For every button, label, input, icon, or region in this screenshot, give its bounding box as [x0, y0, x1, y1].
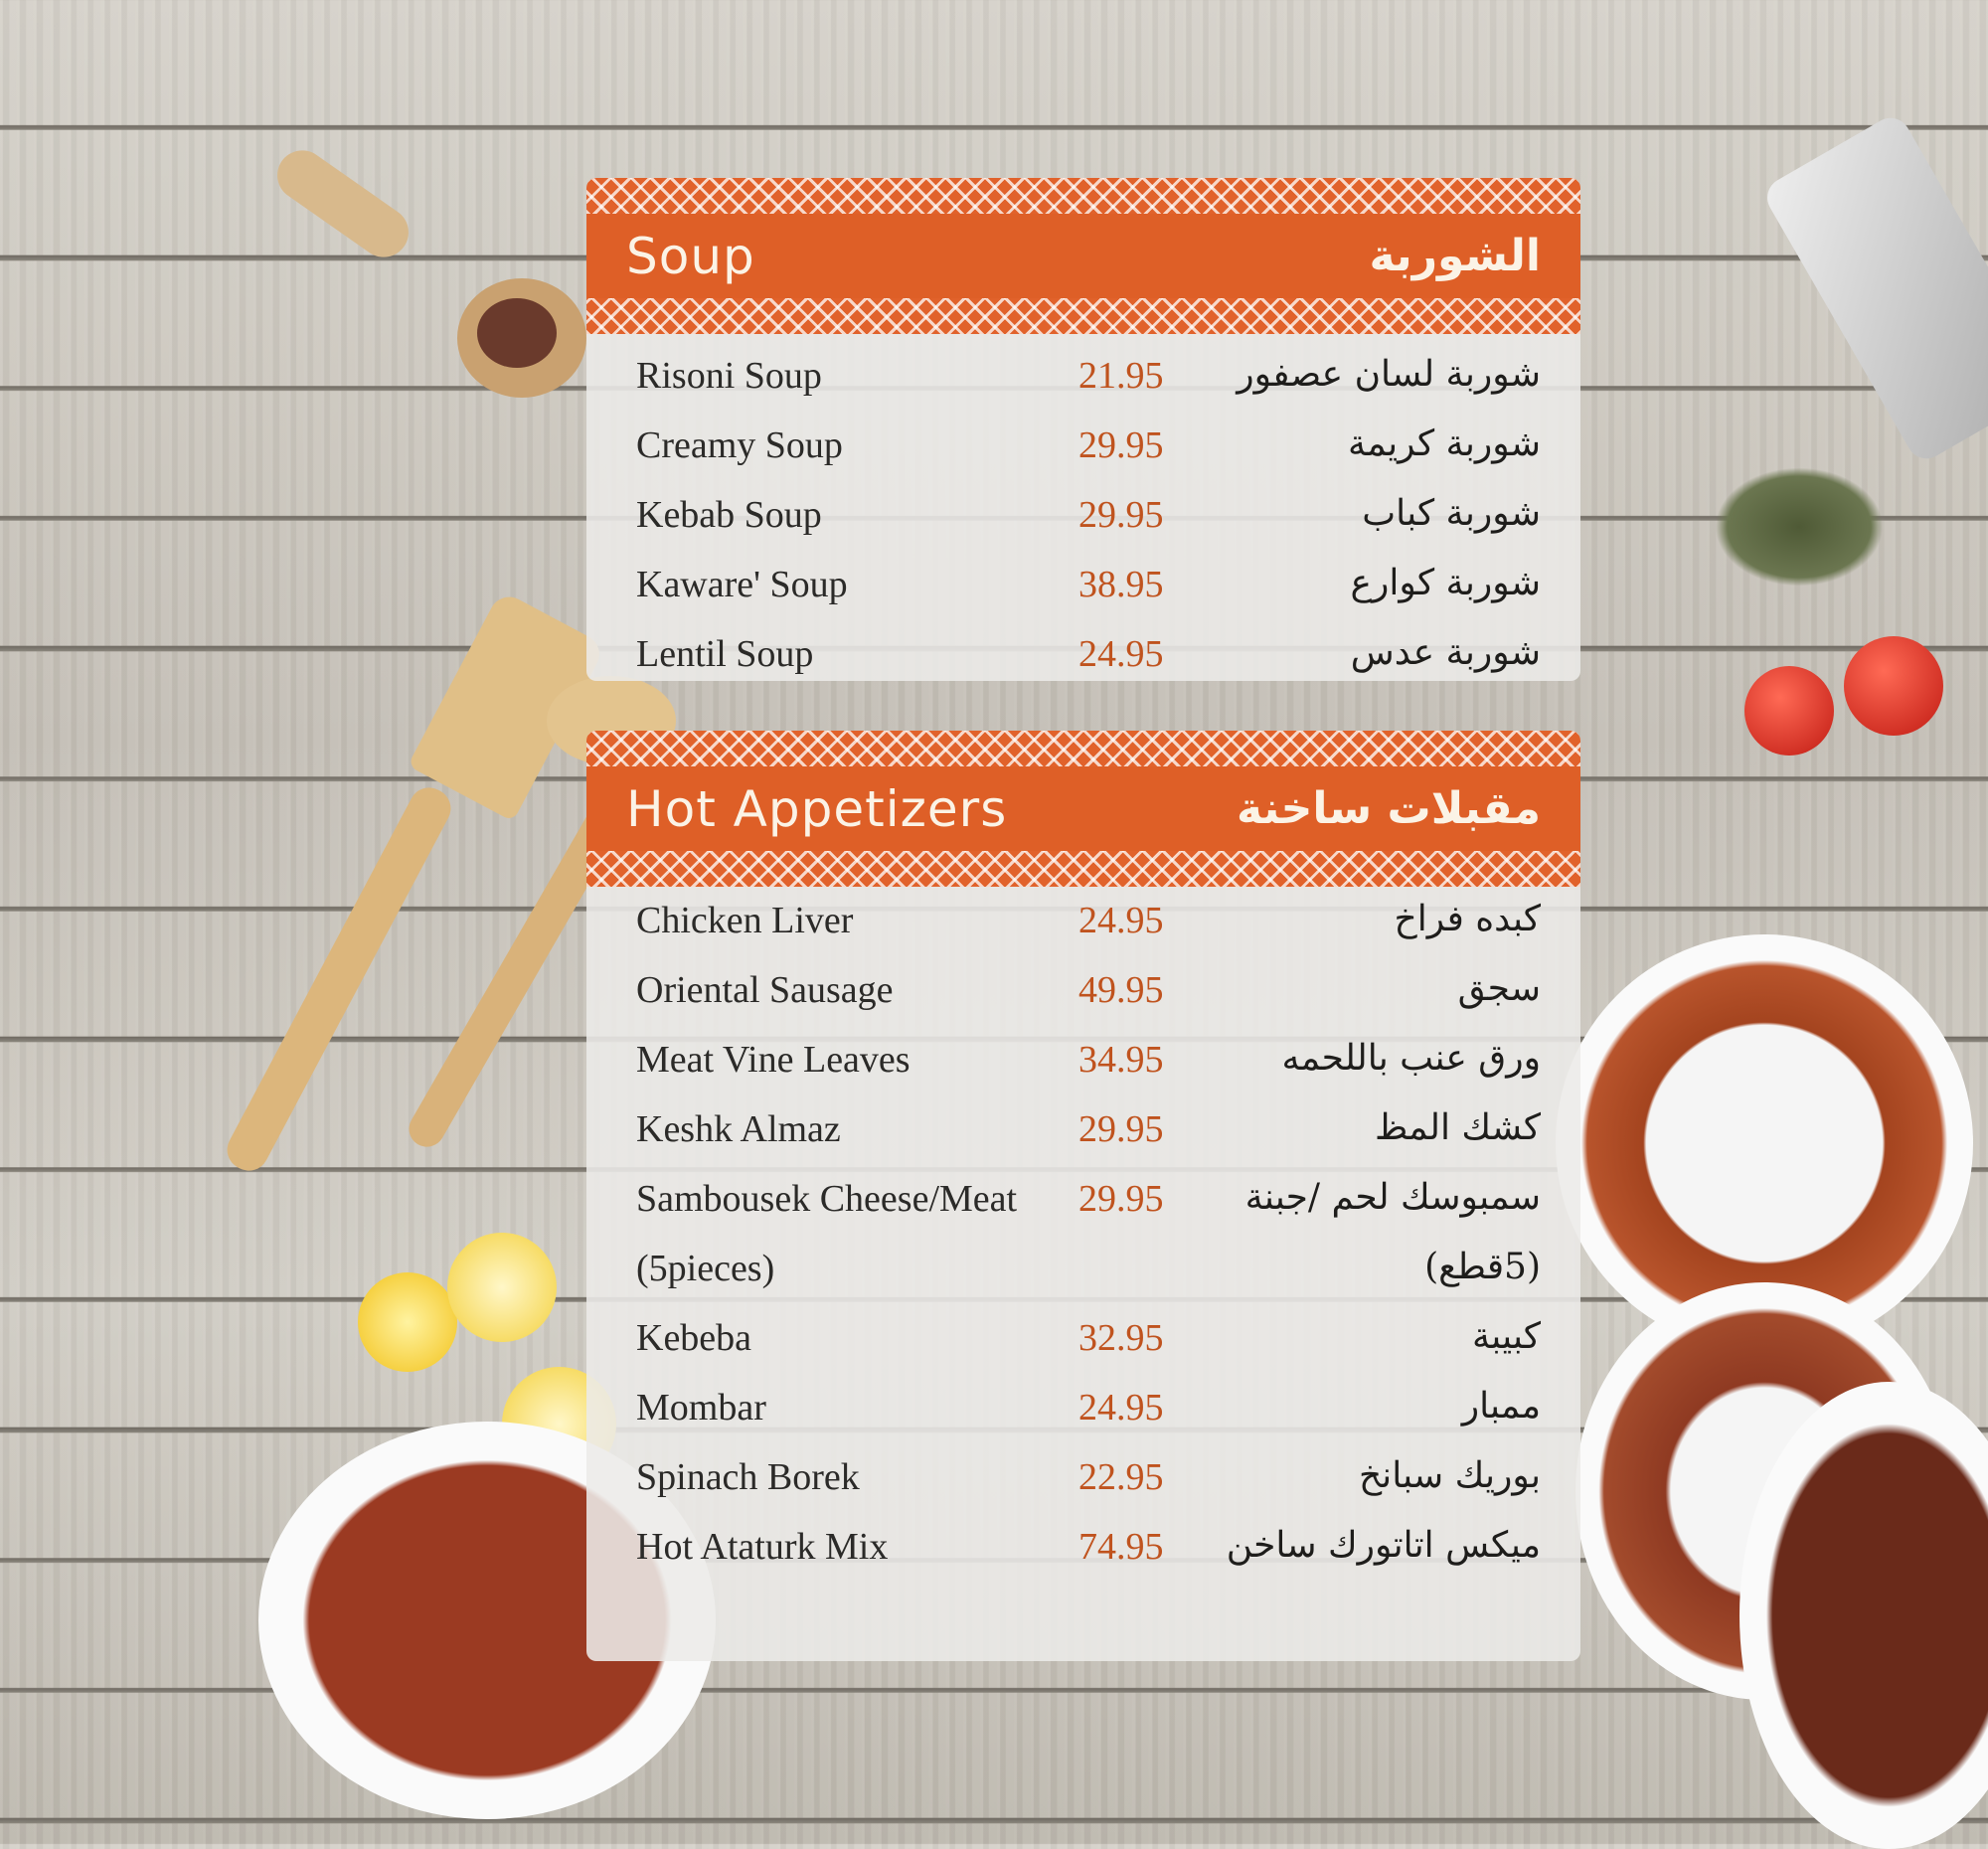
decorative-pattern: [586, 178, 1580, 214]
item-name-ar: ممبار: [1461, 1386, 1541, 1427]
item-name-ar: سجق: [1457, 968, 1541, 1009]
item-name-ar: كشك المظ: [1375, 1107, 1541, 1148]
menu-item: Risoni Soup 21.95 شوربة لسان عصفور: [586, 342, 1580, 412]
item-price: 38.95: [1078, 564, 1164, 605]
stew-dish-image: [1740, 1382, 1988, 1849]
menu-item: Hot Ataturk Mix 74.95 ميكس اتاتورك ساخن: [586, 1513, 1580, 1583]
item-name-ar: سمبوسك لحم /جبنة: [1244, 1177, 1541, 1218]
menu-item: Keshk Almaz 29.95 كشك المظ: [586, 1095, 1580, 1165]
wooden-scoop-image: [267, 140, 586, 418]
menu-item: Kebeba 32.95 كبيبة: [586, 1304, 1580, 1374]
item-name: Lentil Soup: [636, 633, 814, 675]
section-title-en: Soup: [626, 227, 755, 285]
decorative-pattern: [586, 298, 1580, 334]
decorative-pattern: [586, 731, 1580, 766]
item-name: Meat Vine Leaves: [636, 1039, 911, 1081]
item-price: 22.95: [1078, 1456, 1164, 1498]
item-name-ar: ورق عنب باللحمه: [1281, 1038, 1541, 1079]
menu-item: Spinach Borek 22.95 بوريك سبانخ: [586, 1443, 1580, 1513]
item-name-ar: كبيبة: [1471, 1316, 1541, 1357]
item-name-ar: شوربة كريمة: [1347, 423, 1541, 464]
item-name: Hot Ataturk Mix: [636, 1526, 889, 1568]
item-name-ar: شوربة كباب: [1362, 493, 1541, 534]
item-name-ar: بوريك سبانخ: [1358, 1455, 1541, 1496]
decorative-pattern: [586, 851, 1580, 887]
item-price: 24.95: [1078, 1387, 1164, 1429]
item-name: Keshk Almaz: [636, 1108, 841, 1150]
menu-item: Sambousek Cheese/Meat 29.95 سمبوسك لحم /جب…: [586, 1165, 1580, 1235]
wooden-spatula-image: [189, 589, 676, 1213]
salt-shaker-image: [1759, 110, 1988, 466]
item-name: Kebab Soup: [636, 494, 822, 536]
tomato-image: [1744, 666, 1834, 756]
item-name: Kaware' Soup: [636, 564, 848, 605]
item-price: 24.95: [1078, 633, 1164, 675]
menu-item: Meat Vine Leaves 34.95 ورق عنب باللحمه: [586, 1026, 1580, 1095]
item-name: (5pieces): [636, 1248, 775, 1289]
item-name-ar: شوربة عدس: [1350, 632, 1541, 673]
menu-item: Kaware' Soup 38.95 شوربة كوارع: [586, 551, 1580, 620]
section-header: Hot Appetizers مقبلات ساخنة: [586, 766, 1580, 851]
item-name: Mombar: [636, 1387, 766, 1429]
item-name: Spinach Borek: [636, 1456, 860, 1498]
section-title-en: Hot Appetizers: [626, 779, 1008, 838]
menu-item: Kebab Soup 29.95 شوربة كباب: [586, 481, 1580, 551]
item-price: 29.95: [1078, 1108, 1164, 1150]
item-price: 29.95: [1078, 1178, 1164, 1220]
lemon-image: [358, 1272, 457, 1372]
item-name-ar: كبده فراخ: [1394, 899, 1541, 939]
item-price: 29.95: [1078, 494, 1164, 536]
item-price: 21.95: [1078, 355, 1164, 397]
item-name: Risoni Soup: [636, 355, 822, 397]
item-name-ar: شوربة كوارع: [1350, 563, 1541, 603]
menu-item: Oriental Sausage 49.95 سجق: [586, 956, 1580, 1026]
tomato-image: [1844, 636, 1943, 736]
item-name: Chicken Liver: [636, 900, 854, 941]
item-price: 34.95: [1078, 1039, 1164, 1081]
hot-appetizers-section: Hot Appetizers مقبلات ساخنة Chicken Live…: [586, 731, 1580, 1661]
item-name-ar: (5قطع): [1424, 1247, 1541, 1287]
herbs-image: [1715, 467, 1884, 587]
item-name: Kebeba: [636, 1317, 752, 1359]
item-name: Creamy Soup: [636, 424, 843, 466]
lemon-image: [447, 1233, 557, 1342]
menu-item: (5pieces) (5قطع): [586, 1235, 1580, 1304]
item-name-ar: شوربة لسان عصفور: [1237, 354, 1541, 395]
item-price: 49.95: [1078, 969, 1164, 1011]
menu-item: Lentil Soup 24.95 شوربة عدس: [586, 620, 1580, 681]
section-header: Soup الشوربة: [586, 214, 1580, 298]
item-price: 24.95: [1078, 900, 1164, 941]
menu-item: Chicken Liver 24.95 كبده فراخ: [586, 887, 1580, 956]
soup-section: Soup الشوربة Risoni Soup 21.95 شوربة لسان …: [586, 178, 1580, 681]
item-price: 32.95: [1078, 1317, 1164, 1359]
item-name: Sambousek Cheese/Meat: [636, 1178, 1018, 1220]
section-title-ar: الشوربة: [1369, 231, 1542, 281]
item-price: 74.95: [1078, 1526, 1164, 1568]
section-title-ar: مقبلات ساخنة: [1237, 783, 1541, 834]
menu-item: Creamy Soup 29.95 شوربة كريمة: [586, 412, 1580, 481]
item-name: Oriental Sausage: [636, 969, 894, 1011]
item-price: 29.95: [1078, 424, 1164, 466]
menu-item: Mombar 24.95 ممبار: [586, 1374, 1580, 1443]
item-name-ar: ميكس اتاتورك ساخن: [1226, 1525, 1541, 1566]
